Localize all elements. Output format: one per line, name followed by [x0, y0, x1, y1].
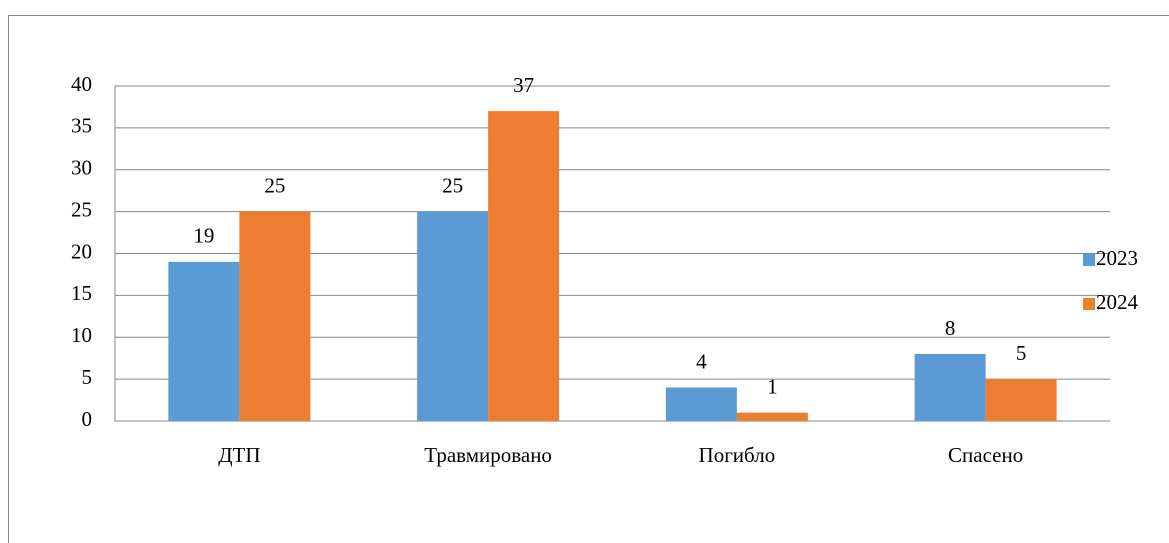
bar [736, 412, 808, 421]
bar [168, 261, 240, 421]
data-label: 5 [1016, 341, 1027, 365]
x-tick-label: ДТП [218, 443, 260, 467]
y-tick-label: 25 [71, 197, 92, 221]
chart-border [8, 15, 1169, 543]
x-tick-label: Погибло [699, 443, 776, 467]
bar [417, 211, 489, 421]
y-tick-label: 30 [71, 156, 92, 180]
legend-label: 2023 [1096, 246, 1138, 270]
data-label: 25 [264, 173, 285, 197]
y-tick-label: 20 [71, 239, 92, 263]
legend-swatch [1083, 298, 1095, 310]
legend-swatch [1083, 254, 1095, 266]
bar [985, 379, 1057, 421]
y-tick-label: 15 [71, 281, 92, 305]
data-label: 4 [696, 349, 707, 373]
data-label: 1 [767, 374, 778, 398]
bar [488, 111, 560, 421]
data-label: 25 [442, 173, 463, 197]
bar [665, 387, 737, 421]
y-tick-label: 0 [82, 407, 93, 431]
y-tick-label: 35 [71, 114, 92, 138]
data-label: 8 [945, 316, 956, 340]
x-tick-label: Спасено [948, 443, 1023, 467]
data-label: 19 [193, 224, 214, 248]
y-tick-label: 10 [71, 323, 92, 347]
x-tick-label: Травмировано [424, 443, 552, 467]
data-label: 37 [513, 73, 534, 97]
y-tick-label: 5 [82, 365, 93, 389]
y-tick-label: 40 [71, 72, 92, 96]
legend-label: 2024 [1096, 290, 1139, 314]
bar [239, 211, 311, 421]
bar [914, 354, 986, 421]
